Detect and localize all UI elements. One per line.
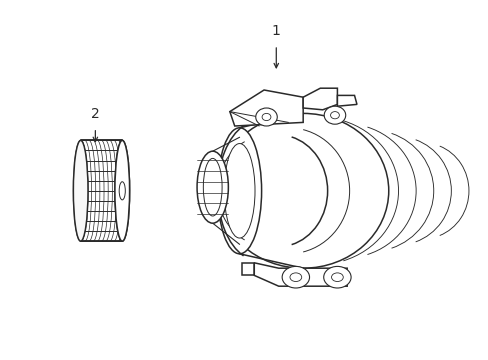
Ellipse shape xyxy=(73,140,88,241)
Ellipse shape xyxy=(119,182,125,200)
Ellipse shape xyxy=(282,266,309,288)
Ellipse shape xyxy=(224,144,255,238)
Ellipse shape xyxy=(217,113,388,268)
Text: 2: 2 xyxy=(91,107,100,121)
Ellipse shape xyxy=(331,273,343,282)
Polygon shape xyxy=(337,95,356,106)
Ellipse shape xyxy=(197,151,228,223)
Polygon shape xyxy=(254,263,346,286)
Ellipse shape xyxy=(323,266,350,288)
Ellipse shape xyxy=(73,140,88,241)
Polygon shape xyxy=(229,90,303,126)
Ellipse shape xyxy=(115,140,129,241)
Polygon shape xyxy=(303,88,337,110)
Ellipse shape xyxy=(217,128,261,254)
Ellipse shape xyxy=(262,113,270,121)
Text: 1: 1 xyxy=(271,24,280,38)
Ellipse shape xyxy=(324,106,345,124)
Ellipse shape xyxy=(330,112,339,119)
Ellipse shape xyxy=(289,273,301,282)
Ellipse shape xyxy=(203,158,222,216)
Polygon shape xyxy=(242,263,254,275)
Ellipse shape xyxy=(115,140,129,241)
Ellipse shape xyxy=(255,108,277,126)
